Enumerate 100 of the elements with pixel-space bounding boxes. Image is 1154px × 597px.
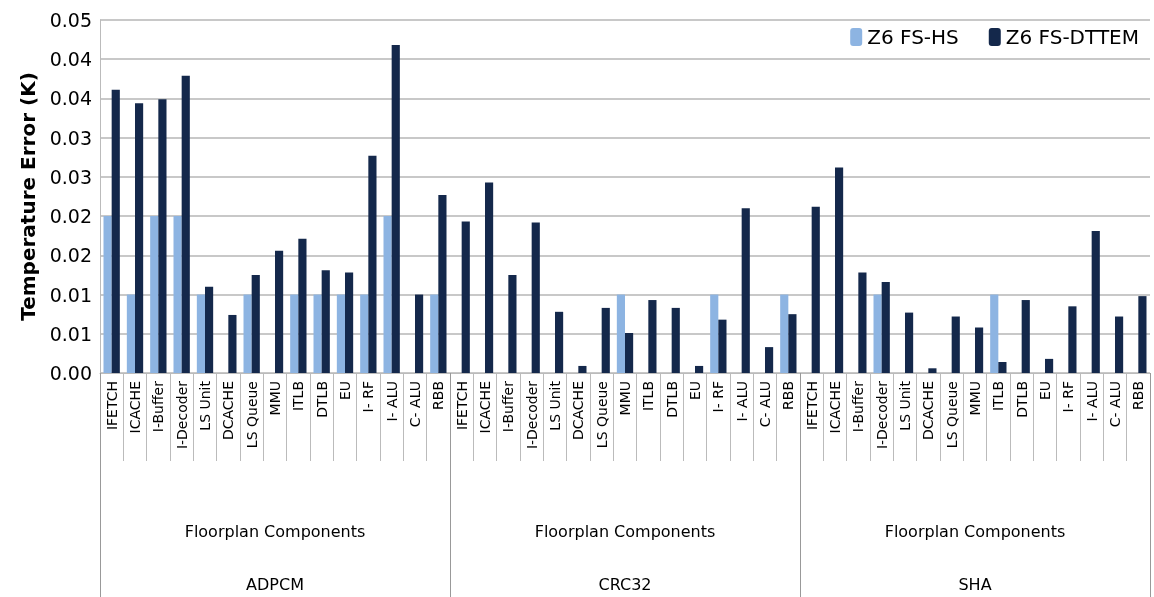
y-tick-label: 0.00 (49, 362, 92, 384)
y-tick-label: 0.03 (49, 126, 92, 149)
bar (360, 294, 369, 373)
x-tick-label: ICACHE (827, 381, 843, 434)
bar (780, 294, 789, 373)
bar (710, 294, 719, 373)
y-tick-label: 0.02 (49, 205, 92, 228)
bar (391, 45, 400, 373)
bar (625, 332, 634, 373)
bar (881, 282, 890, 373)
x-tick-label: I- ALU (1083, 381, 1100, 422)
bar (173, 216, 182, 373)
x-tick-label: DTLB (1013, 381, 1030, 418)
x-tick-label: RBB (780, 381, 797, 410)
bar (298, 238, 307, 373)
bar (1068, 306, 1077, 373)
bar (415, 294, 424, 373)
x-tick-label: I-Buffer (150, 380, 167, 433)
x-tick-label: I- ALU (733, 381, 750, 422)
bar (975, 327, 984, 373)
x-tick-label: I- RF (710, 381, 727, 413)
bar (150, 216, 159, 373)
bar (158, 99, 167, 373)
x-tick-label: MMU (967, 381, 983, 416)
bar (111, 89, 120, 373)
bar (336, 294, 345, 373)
bar (1115, 316, 1124, 373)
bar (951, 316, 960, 373)
bar (741, 208, 750, 373)
bar (578, 365, 587, 373)
bar (196, 294, 205, 373)
x-tick-label: C- ALU (757, 381, 773, 428)
bar (873, 294, 882, 373)
bar (990, 294, 999, 373)
y-tick-label: 0.01 (49, 283, 92, 306)
x-tick-label: C- ALU (407, 381, 423, 428)
x-tick-label: RBB (430, 381, 447, 410)
bar (126, 294, 135, 373)
bar (835, 167, 844, 373)
x-tick-label: IFETCH (103, 381, 120, 431)
bar (383, 216, 392, 373)
bar (1138, 296, 1147, 373)
legend-label: Z6 FS-DTTEM (1005, 25, 1140, 49)
x-tick-label: DTLB (663, 381, 680, 418)
x-tick-label: DTLB (313, 381, 330, 418)
x-tick-label: EU (687, 381, 703, 401)
text: CRC32 (598, 574, 652, 594)
x-tick-label: DCACHE (920, 381, 937, 441)
x-tick-label: IFETCH (453, 381, 470, 431)
bar (368, 155, 377, 373)
x-tick-label: I- RF (1060, 381, 1077, 413)
y-tick-label: 0.04 (49, 87, 92, 110)
y-tick-label: 0.02 (49, 244, 92, 267)
y-tick-label: 0.04 (49, 48, 92, 71)
x-tick-label: LS Unit (197, 380, 213, 431)
text: Floorplan Components (884, 521, 1066, 541)
x-tick-label: IFETCH (803, 381, 820, 431)
bar (243, 294, 252, 373)
x-tick-label: LS Queue (243, 381, 260, 449)
x-tick-label: I- RF (360, 381, 377, 413)
x-tick-label: I-Decoder (523, 380, 540, 450)
x-tick-label: LS Unit (897, 380, 913, 431)
x-tick-label: MMU (267, 381, 283, 416)
x-tick-label: MMU (617, 381, 633, 416)
x-tick-label: EU (337, 381, 353, 401)
bar (718, 319, 727, 373)
text: Floorplan Components (534, 521, 716, 541)
legend-label: Z6 FS-HS (867, 25, 959, 49)
bar (313, 294, 322, 373)
bar (905, 312, 914, 373)
bar (251, 274, 260, 373)
bar (461, 221, 470, 373)
bar (671, 307, 680, 373)
x-tick-label: DCACHE (570, 381, 587, 441)
x-tick-label: I-Decoder (173, 380, 190, 450)
y-axis-title: Temperature Error (K) (16, 72, 40, 321)
bar (135, 103, 144, 373)
bar (928, 368, 937, 373)
x-tick-label: C- ALU (1107, 381, 1123, 428)
x-tick-label: ITLB (640, 381, 657, 412)
x-tick-label: I-Decoder (873, 380, 890, 450)
bar (438, 194, 447, 373)
y-tick-label: 0.03 (49, 165, 92, 188)
text: SHA (958, 574, 992, 594)
bar (616, 294, 625, 373)
x-tick-label: LS Queue (943, 381, 960, 449)
x-tick-label: ITLB (290, 381, 307, 412)
bar (321, 270, 330, 373)
bar (695, 365, 704, 373)
x-tick-label: RBB (1130, 381, 1147, 410)
x-tick-label: DCACHE (220, 381, 237, 441)
x-tick-label: I-Buffer (850, 380, 867, 433)
y-tick-label: 0.05 (49, 9, 92, 31)
x-tick-label: ICACHE (127, 381, 143, 434)
bar (485, 182, 494, 373)
bar (555, 311, 564, 373)
x-tick-label: EU (1037, 381, 1053, 401)
bar (1091, 231, 1100, 373)
bar (1045, 358, 1054, 373)
x-tick-label: I-Buffer (500, 380, 517, 433)
